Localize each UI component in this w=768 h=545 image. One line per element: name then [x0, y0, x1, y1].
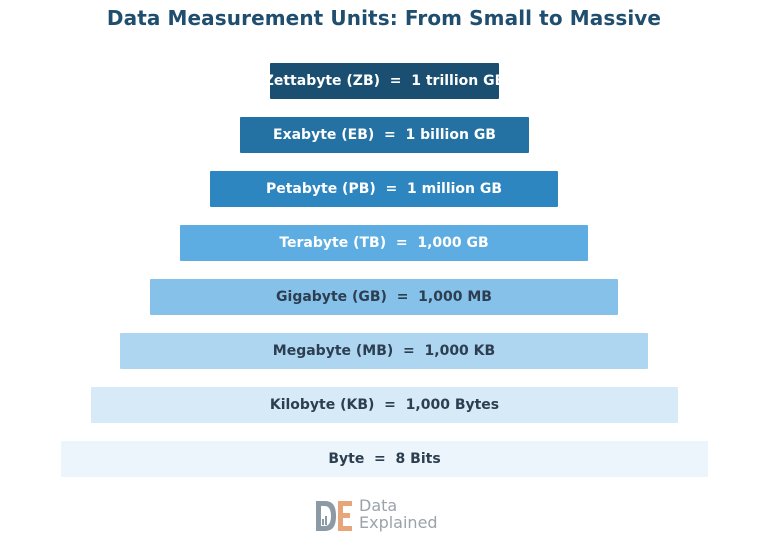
pyramid-tier: Exabyte (EB) = 1 billion GB [240, 117, 529, 153]
pyramid-tier: Gigabyte (GB) = 1,000 MB [150, 279, 618, 315]
pyramid-tier: Petabyte (PB) = 1 million GB [210, 171, 558, 207]
tier-label: Byte = 8 Bits [328, 451, 441, 467]
tier-label: Gigabyte (GB) = 1,000 MB [276, 289, 492, 305]
tier-label: Zettabyte (ZB) = 1 trillion GB [270, 73, 499, 89]
tier-label: Kilobyte (KB) = 1,000 Bytes [269, 397, 500, 413]
page-title: Data Measurement Units: From Small to Ma… [106, 6, 662, 30]
tier-label: Petabyte (PB) = 1 million GB [265, 181, 503, 197]
tier-label: Exabyte (EB) = 1 billion GB [273, 127, 496, 143]
tier-label: Terabyte (TB) = 1,000 GB [279, 235, 489, 251]
logo-wordmark: Data Explained [359, 497, 438, 531]
de-logo-icon [316, 501, 352, 531]
data-explained-logo: Data Explained [314, 497, 464, 535]
pyramid-tier: Kilobyte (KB) = 1,000 Bytes [91, 387, 678, 423]
pyramid-tier: Byte = 8 Bits [61, 441, 708, 477]
pyramid-tier: Terabyte (TB) = 1,000 GB [180, 225, 588, 261]
tier-label: Megabyte (MB) = 1,000 KB [272, 343, 496, 359]
logo-word-data: Data [359, 496, 398, 515]
pyramid-tier: Zettabyte (ZB) = 1 trillion GB [270, 63, 499, 99]
logo-word-explained: Explained [359, 513, 438, 532]
pyramid-tier: Megabyte (MB) = 1,000 KB [120, 333, 648, 369]
